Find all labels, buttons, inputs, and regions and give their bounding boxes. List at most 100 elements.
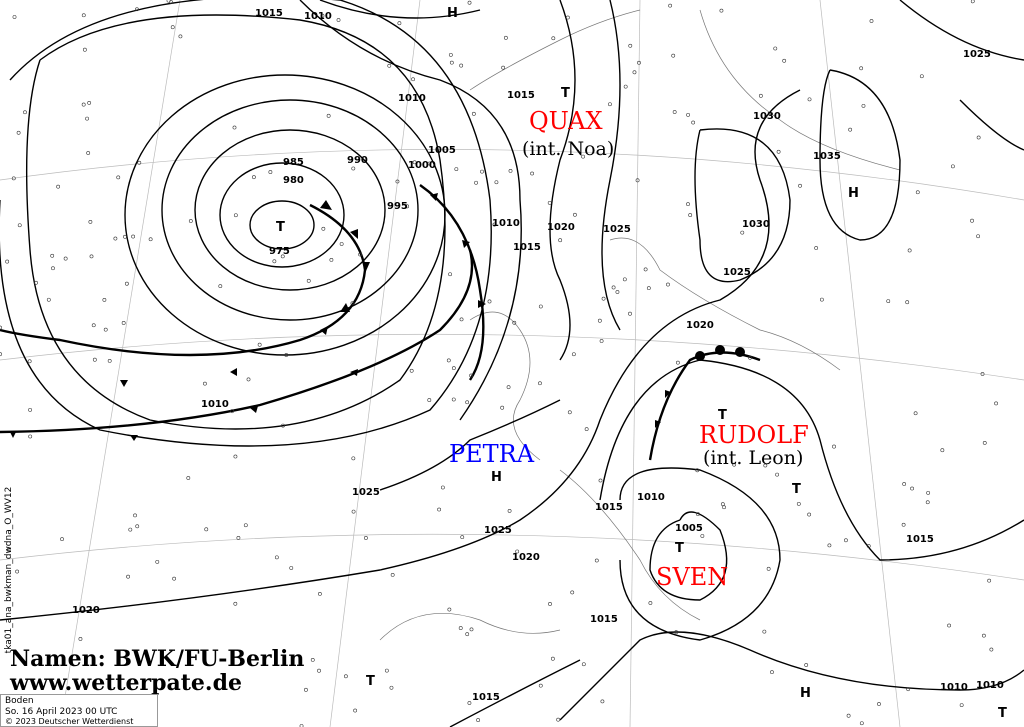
station-marker: [926, 490, 931, 495]
product-id-label: tka01_ana_bwkman_dwdna_O_WV12: [4, 486, 14, 654]
station-marker: [135, 7, 139, 12]
station-marker: [409, 368, 414, 373]
station-marker: [688, 213, 693, 217]
station-marker: [925, 500, 930, 505]
isobar-label: 995: [387, 201, 408, 212]
station-marker: [23, 110, 27, 115]
station-marker: [492, 222, 497, 227]
station-marker: [458, 626, 463, 630]
isobar-label: 1020: [72, 605, 100, 616]
station-marker: [719, 8, 724, 13]
high-pressure-center: H: [800, 686, 811, 701]
station-marker: [389, 685, 394, 690]
station-marker: [336, 18, 341, 22]
station-marker: [446, 358, 451, 363]
isobar-label: 1015: [906, 534, 934, 545]
station-marker: [155, 559, 160, 564]
station-marker: [832, 444, 836, 449]
station-marker: [469, 627, 474, 632]
station-marker: [804, 663, 809, 667]
station-marker: [859, 721, 864, 726]
station-marker: [700, 534, 705, 538]
station-marker: [584, 427, 589, 432]
info-box: Boden So. 16 April 2023 00 UTC © 2023 De…: [0, 694, 158, 727]
station-marker: [186, 476, 191, 480]
station-marker: [81, 102, 86, 107]
station-marker: [451, 366, 456, 371]
station-marker: [465, 400, 470, 405]
station-marker: [807, 512, 812, 517]
station-marker: [92, 357, 97, 362]
station-marker: [437, 507, 442, 512]
station-marker: [696, 512, 700, 517]
station-marker: [940, 448, 945, 453]
station-marker: [905, 300, 910, 305]
station-marker: [866, 544, 871, 548]
station-marker: [982, 440, 987, 445]
station-marker: [599, 339, 604, 343]
station-marker: [503, 35, 508, 40]
station-marker: [615, 290, 620, 294]
station-marker: [236, 536, 241, 540]
station-marker: [628, 43, 633, 48]
station-marker: [538, 683, 543, 688]
station-marker: [910, 486, 914, 491]
station-marker: [547, 200, 552, 205]
station-marker: [51, 266, 55, 271]
station-marker: [740, 230, 745, 235]
station-marker: [686, 202, 690, 207]
low-pressure-center: T: [366, 674, 375, 689]
station-marker: [11, 176, 16, 181]
isobar-label: 990: [347, 155, 368, 166]
station-marker: [427, 398, 432, 402]
station-marker: [959, 703, 964, 708]
station-marker: [608, 102, 612, 107]
station-marker: [570, 590, 575, 595]
station-marker: [515, 549, 520, 554]
station-marker: [500, 405, 505, 410]
station-marker: [121, 321, 126, 325]
station-marker: [358, 252, 363, 257]
station-marker: [776, 149, 781, 154]
station-marker: [695, 468, 700, 473]
station-marker: [85, 116, 89, 121]
station-marker: [775, 472, 780, 477]
front-symbols: [10, 193, 745, 441]
station-marker: [915, 190, 920, 195]
station-marker: [233, 601, 238, 606]
isobar-label: 1010: [304, 11, 332, 22]
station-marker: [326, 113, 331, 118]
station-marker: [91, 323, 96, 328]
station-marker: [0, 325, 2, 330]
isobar-label: 1025: [484, 525, 512, 536]
station-marker: [351, 166, 356, 171]
station-marker: [343, 674, 348, 679]
system-label-petra: PETRA: [449, 440, 535, 468]
station-marker: [412, 160, 417, 165]
system-sub-rudolf: (int. Leon): [703, 447, 804, 469]
station-marker: [766, 566, 771, 571]
station-marker: [732, 462, 737, 467]
isobar-label: 1020: [686, 320, 714, 331]
station-marker: [60, 537, 64, 542]
station-marker: [919, 74, 924, 79]
station-marker: [251, 175, 256, 180]
system-sub-quax: (int. Noa): [522, 138, 615, 160]
station-marker: [770, 670, 774, 675]
station-marker: [567, 410, 572, 415]
isobar-label: 985: [283, 157, 304, 168]
station-marker: [397, 21, 402, 26]
station-marker: [449, 60, 454, 65]
station-marker: [387, 63, 392, 68]
station-marker: [447, 607, 452, 612]
station-marker: [622, 277, 627, 282]
station-marker: [204, 527, 209, 532]
station-marker: [980, 372, 985, 376]
station-marker: [280, 254, 285, 259]
station-marker: [320, 13, 325, 18]
station-marker: [628, 311, 632, 316]
station-marker: [233, 213, 238, 218]
credit-website: www.wetterpate.de: [10, 670, 242, 696]
station-marker: [257, 342, 262, 347]
station-marker: [306, 278, 311, 283]
